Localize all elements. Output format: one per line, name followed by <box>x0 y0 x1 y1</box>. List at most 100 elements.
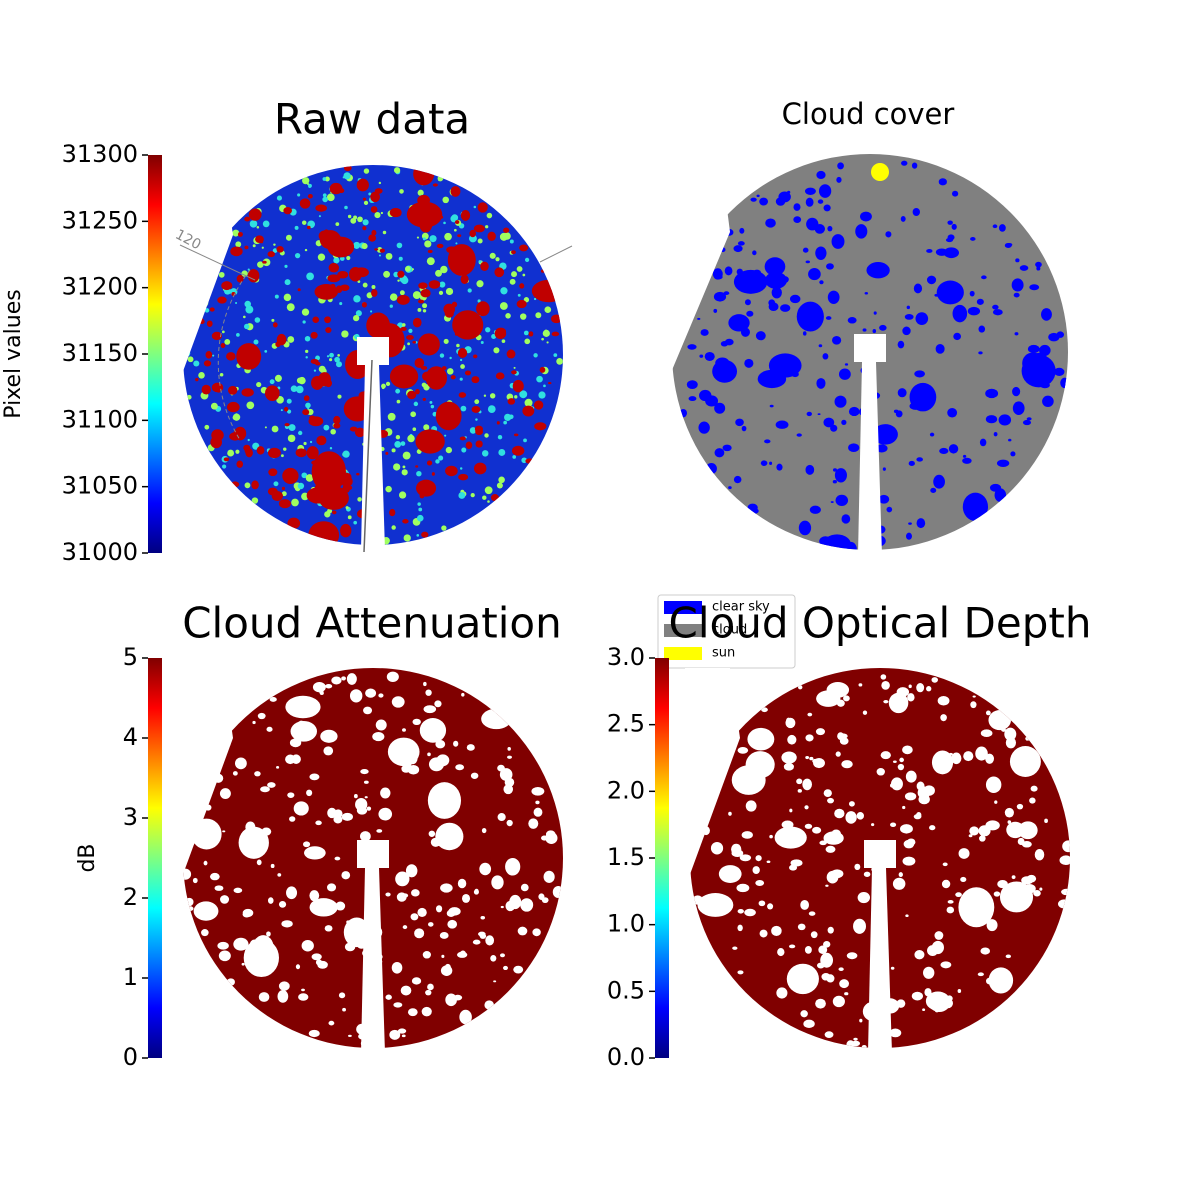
blob <box>425 689 432 696</box>
blob <box>414 928 425 939</box>
colorbar-tick-label: 2.0 <box>607 776 645 804</box>
blob <box>731 849 744 857</box>
blob <box>547 382 552 385</box>
blob <box>247 269 260 283</box>
speckle <box>333 257 340 264</box>
blob <box>375 719 387 731</box>
blob <box>447 244 476 276</box>
blob <box>916 781 925 791</box>
speckle <box>218 271 225 278</box>
speckle <box>247 438 250 442</box>
speckle <box>271 318 275 322</box>
blob <box>230 246 243 257</box>
blob <box>1022 419 1032 426</box>
blob <box>311 460 318 465</box>
blob <box>1018 821 1038 840</box>
speckle <box>261 246 264 249</box>
speckle <box>443 221 446 225</box>
blob <box>362 197 367 201</box>
blob <box>800 899 809 910</box>
speckle <box>491 333 497 339</box>
blob <box>911 162 918 169</box>
speckle <box>288 424 296 432</box>
speckle <box>335 222 340 226</box>
blob <box>491 875 504 890</box>
blob <box>836 176 842 183</box>
blob <box>688 396 697 402</box>
blob <box>888 692 909 714</box>
blob <box>797 923 806 931</box>
speckle <box>412 291 421 300</box>
blob <box>1058 899 1070 909</box>
blob <box>418 282 428 290</box>
blob <box>953 332 962 341</box>
speckle <box>523 438 527 443</box>
blob <box>480 915 486 920</box>
blob <box>851 1040 861 1047</box>
speckle <box>273 243 276 246</box>
blob <box>979 835 986 842</box>
blob <box>471 376 480 384</box>
blob <box>907 693 915 702</box>
blob <box>494 328 507 340</box>
speckle <box>353 315 360 322</box>
colorbar-tick-label: 2 <box>123 883 138 911</box>
blob <box>1054 367 1065 376</box>
speckle <box>305 474 314 482</box>
blob <box>746 310 754 317</box>
speckle <box>483 394 487 397</box>
blob <box>976 298 984 305</box>
blob <box>938 178 947 186</box>
blob <box>793 216 802 224</box>
blob <box>541 835 548 841</box>
blob <box>969 826 979 836</box>
blob <box>277 990 289 1003</box>
blob <box>768 353 802 378</box>
blob <box>459 436 466 441</box>
blob <box>283 406 289 412</box>
speckle <box>398 491 407 499</box>
blob <box>789 294 801 304</box>
blob <box>400 985 412 996</box>
blob <box>402 519 409 524</box>
sky-image <box>667 154 1068 555</box>
panel-title: Cloud Attenuation <box>182 599 562 648</box>
blob <box>506 349 516 359</box>
speckle <box>276 396 284 404</box>
blob <box>490 954 497 962</box>
blob <box>783 762 794 771</box>
speckle <box>514 395 518 399</box>
blob <box>724 266 733 276</box>
blob <box>458 392 467 398</box>
speckle <box>417 189 424 196</box>
blob <box>809 756 814 761</box>
blob <box>356 472 360 476</box>
blob <box>796 778 803 785</box>
blob <box>314 283 338 300</box>
speckle <box>454 228 457 232</box>
speckle <box>302 320 306 324</box>
blob <box>423 220 433 230</box>
blob <box>276 765 280 769</box>
speckle <box>281 491 287 497</box>
blob <box>371 289 378 297</box>
blob <box>1026 417 1032 421</box>
blob <box>1021 354 1056 388</box>
blob <box>892 877 906 890</box>
blob <box>807 712 813 717</box>
blob <box>301 988 305 992</box>
blob <box>355 797 368 811</box>
blob <box>500 905 504 909</box>
blob <box>304 846 326 860</box>
speckle <box>222 464 227 469</box>
panel-title: Cloud Optical Depth <box>669 599 1092 648</box>
speckle <box>243 315 246 319</box>
speckle <box>524 338 531 345</box>
blob <box>1041 308 1052 321</box>
speckle <box>264 350 268 353</box>
blob <box>278 900 287 908</box>
blob <box>445 993 457 1007</box>
speckle <box>408 328 413 334</box>
colorbar <box>148 658 162 1058</box>
blob <box>242 908 254 918</box>
